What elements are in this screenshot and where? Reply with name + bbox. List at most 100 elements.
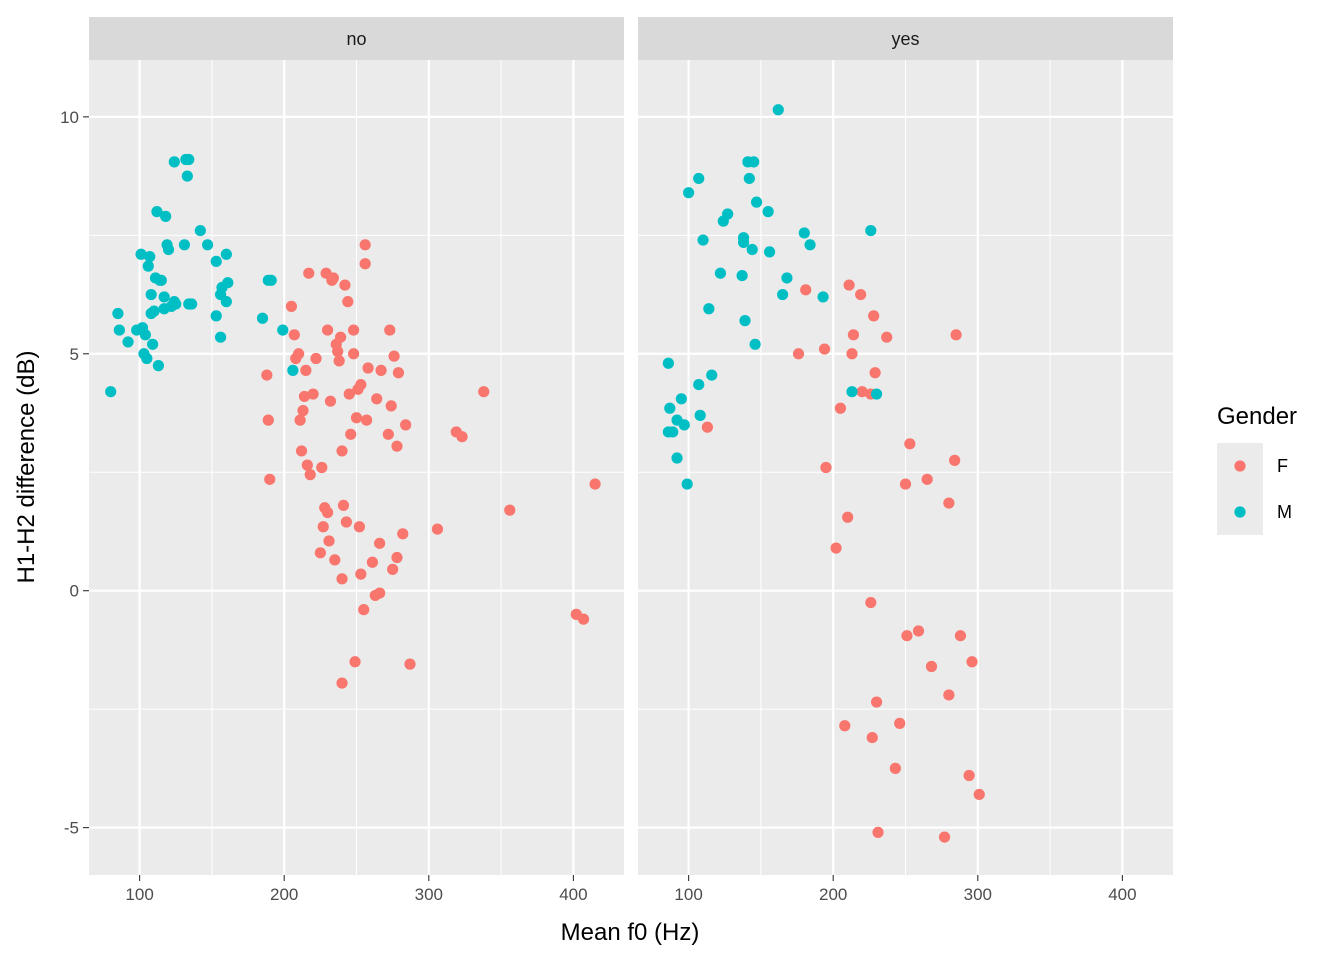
data-point xyxy=(340,516,352,528)
data-point xyxy=(151,206,163,218)
data-point xyxy=(870,696,883,708)
data-point xyxy=(336,445,348,457)
data-point xyxy=(307,388,319,400)
data-point xyxy=(743,172,755,185)
data-point xyxy=(148,305,160,317)
data-point xyxy=(894,717,906,729)
data-point xyxy=(277,324,289,336)
data-point xyxy=(865,224,877,237)
data-point xyxy=(701,421,714,433)
data-point xyxy=(214,331,227,343)
legend-title: Gender xyxy=(1217,403,1297,430)
data-point xyxy=(105,386,117,398)
data-point xyxy=(382,428,394,440)
data-point xyxy=(168,156,180,168)
data-point xyxy=(694,409,706,421)
data-point xyxy=(144,251,156,263)
data-point xyxy=(693,172,705,185)
data-point xyxy=(904,438,916,450)
data-point xyxy=(358,604,370,616)
series-M xyxy=(105,153,299,398)
data-point xyxy=(327,272,339,284)
data-point xyxy=(135,248,147,260)
facet-strip xyxy=(638,17,1173,60)
data-point xyxy=(170,298,182,310)
data-point xyxy=(183,153,195,166)
legend-label-m: M xyxy=(1277,502,1292,522)
data-point xyxy=(342,296,354,308)
data-point xyxy=(362,362,374,374)
x-axis: 100 200 300 400 100 200 300 400 xyxy=(125,875,1137,904)
data-point xyxy=(264,473,276,485)
data-point xyxy=(304,469,316,481)
data-point xyxy=(186,298,198,310)
data-point xyxy=(374,587,386,599)
data-point xyxy=(963,769,975,782)
data-point xyxy=(371,393,383,405)
data-point xyxy=(310,352,322,365)
y-axis-title: H1-H2 difference (dB) xyxy=(13,351,40,584)
data-point xyxy=(158,291,170,303)
data-point xyxy=(293,348,305,360)
data-point xyxy=(667,426,679,438)
data-point xyxy=(589,478,601,490)
data-point xyxy=(776,288,789,301)
data-point xyxy=(478,386,490,398)
data-point xyxy=(820,461,832,474)
series-F xyxy=(701,279,985,843)
data-point xyxy=(834,402,847,414)
x-tick-label: 300 xyxy=(415,885,443,904)
x-tick-label: 100 xyxy=(674,885,702,904)
data-point xyxy=(147,338,159,350)
data-point xyxy=(748,156,760,168)
x-tick-label: 400 xyxy=(1108,885,1136,904)
data-point xyxy=(697,234,709,246)
data-point xyxy=(348,348,360,360)
data-point xyxy=(817,291,829,303)
data-point xyxy=(256,312,269,324)
data-point xyxy=(722,208,734,220)
data-point xyxy=(316,461,328,474)
data-point xyxy=(178,239,191,251)
data-point xyxy=(334,331,347,343)
data-point xyxy=(683,187,695,199)
data-point xyxy=(431,523,444,535)
data-point xyxy=(856,386,868,398)
data-point xyxy=(329,554,341,566)
data-point xyxy=(265,274,277,286)
data-point xyxy=(804,239,816,251)
data-point xyxy=(966,656,978,668)
data-point xyxy=(749,338,761,350)
data-point xyxy=(355,568,367,580)
data-point xyxy=(404,658,416,670)
data-point xyxy=(385,400,397,412)
x-tick-label: 100 xyxy=(125,885,153,904)
data-point xyxy=(950,329,962,341)
data-point xyxy=(297,405,309,417)
data-point xyxy=(943,689,955,701)
data-point xyxy=(348,324,360,336)
data-point xyxy=(303,267,315,279)
data-point xyxy=(343,388,355,400)
data-point xyxy=(781,272,793,284)
data-point xyxy=(869,367,881,379)
data-point xyxy=(737,236,750,249)
data-point xyxy=(261,369,273,381)
data-point xyxy=(855,288,867,301)
data-point xyxy=(746,243,758,256)
data-point xyxy=(321,324,334,336)
data-point xyxy=(361,414,373,426)
data-point xyxy=(359,239,371,251)
data-point xyxy=(374,537,386,549)
data-point xyxy=(194,224,206,237)
data-point xyxy=(839,720,851,732)
data-point xyxy=(675,393,687,405)
data-point xyxy=(160,210,172,222)
data-point xyxy=(384,324,396,336)
data-point xyxy=(792,348,805,360)
x-tick-label: 200 xyxy=(270,885,298,904)
data-point xyxy=(846,348,858,360)
facet-panel-no: no xyxy=(89,17,624,875)
data-point xyxy=(703,303,715,315)
data-point xyxy=(392,367,405,379)
